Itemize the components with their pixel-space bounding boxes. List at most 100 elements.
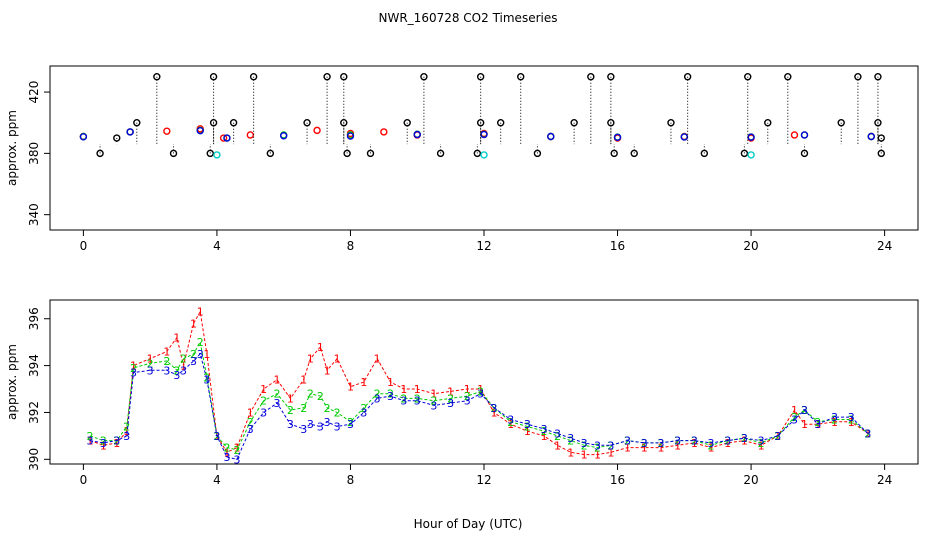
data-point bbox=[246, 131, 255, 139]
data-point: 3 bbox=[801, 404, 808, 417]
data-point: 3 bbox=[360, 406, 367, 419]
data-point: 2 bbox=[173, 364, 180, 377]
data-point: 2 bbox=[123, 421, 130, 434]
data-point bbox=[630, 149, 638, 158]
data-point bbox=[877, 134, 885, 142]
data-point: 2 bbox=[147, 357, 154, 370]
data-point: 3 bbox=[447, 397, 454, 410]
x-tick-label: 4 bbox=[213, 239, 221, 253]
data-point: 1 bbox=[507, 418, 514, 431]
data-point: 2 bbox=[554, 430, 561, 443]
data-point bbox=[313, 126, 321, 135]
data-point bbox=[249, 73, 258, 81]
data-point: 3 bbox=[324, 416, 331, 429]
data-point: 3 bbox=[223, 451, 230, 464]
data-point: 1 bbox=[414, 383, 421, 396]
data-point bbox=[79, 133, 88, 141]
data-point bbox=[206, 149, 214, 158]
data-point: 1 bbox=[203, 348, 210, 361]
data-point: 3 bbox=[430, 399, 437, 412]
data-point bbox=[764, 119, 772, 127]
data-point bbox=[683, 73, 692, 81]
data-point bbox=[874, 119, 882, 127]
data-point: 1 bbox=[477, 383, 484, 396]
data-point bbox=[533, 149, 542, 158]
data-point: 3 bbox=[541, 423, 548, 436]
x-axis-title: Hour of Day (UTC) bbox=[414, 517, 523, 531]
data-point: 1 bbox=[233, 442, 240, 455]
data-point: 2 bbox=[307, 388, 314, 401]
data-point: 3 bbox=[831, 411, 838, 424]
data-point: 3 bbox=[414, 395, 421, 408]
data-point: 3 bbox=[213, 430, 220, 443]
data-point: 3 bbox=[147, 364, 154, 377]
data-point: 1 bbox=[180, 360, 187, 373]
data-point bbox=[613, 133, 622, 141]
data-point: 3 bbox=[491, 402, 498, 415]
data-point: 3 bbox=[641, 437, 648, 450]
data-point: 3 bbox=[387, 390, 394, 403]
data-point: 3 bbox=[691, 435, 698, 448]
x-tick-label: 20 bbox=[743, 239, 758, 253]
x-tick-label: 8 bbox=[347, 473, 355, 487]
data-point: 3 bbox=[233, 453, 240, 466]
data-point: 3 bbox=[864, 428, 871, 441]
data-point: 1 bbox=[274, 374, 281, 387]
data-point: 3 bbox=[400, 395, 407, 408]
data-point: 1 bbox=[300, 374, 307, 387]
data-point bbox=[610, 149, 618, 158]
x-tick-label: 4 bbox=[213, 473, 221, 487]
data-point bbox=[667, 119, 675, 127]
data-point: 3 bbox=[674, 435, 681, 448]
data-point bbox=[420, 73, 428, 81]
data-point: 2 bbox=[324, 402, 331, 415]
data-point: 1 bbox=[831, 416, 838, 429]
data-point: 3 bbox=[113, 435, 120, 448]
data-point: 3 bbox=[180, 364, 187, 377]
data-point: 3 bbox=[197, 348, 204, 361]
y-tick-label: 396 bbox=[27, 307, 41, 330]
data-point bbox=[476, 73, 485, 81]
data-point: 2 bbox=[831, 413, 838, 426]
data-point bbox=[153, 73, 161, 81]
data-point: 3 bbox=[507, 413, 514, 426]
data-point bbox=[496, 119, 505, 127]
data-point bbox=[96, 149, 104, 158]
data-point: 2 bbox=[641, 437, 648, 450]
data-point: 2 bbox=[541, 425, 548, 438]
data-point bbox=[700, 149, 709, 158]
data-point: 3 bbox=[624, 435, 631, 448]
data-point: 2 bbox=[300, 402, 307, 415]
top-panel-frame bbox=[49, 65, 919, 231]
data-point: 1 bbox=[741, 435, 748, 448]
data-point bbox=[346, 132, 355, 140]
data-point bbox=[570, 119, 578, 127]
data-point: 1 bbox=[554, 439, 561, 452]
data-point: 1 bbox=[848, 416, 855, 429]
data-point bbox=[800, 149, 809, 158]
data-point: 2 bbox=[100, 435, 107, 448]
data-point bbox=[403, 119, 411, 127]
x-tick-label: 24 bbox=[877, 239, 892, 253]
data-point: 2 bbox=[400, 392, 407, 405]
data-point: 1 bbox=[624, 442, 631, 455]
data-point bbox=[303, 119, 311, 127]
data-point: 3 bbox=[203, 374, 210, 387]
data-point: 2 bbox=[130, 362, 137, 375]
data-point: 2 bbox=[758, 437, 765, 450]
data-point: 2 bbox=[774, 430, 781, 443]
data-point: 3 bbox=[848, 411, 855, 424]
x-tick-label: 16 bbox=[610, 239, 625, 253]
data-point: 1 bbox=[607, 446, 614, 459]
x-tick-label: 0 bbox=[80, 473, 88, 487]
data-point: 2 bbox=[360, 402, 367, 415]
data-point: 3 bbox=[774, 430, 781, 443]
data-point: 2 bbox=[791, 411, 798, 424]
data-point: 1 bbox=[581, 449, 588, 462]
bottom-panel: approx. ppm Hour of Day (UTC) 0 4 8 12 16 20 2… bbox=[5, 299, 919, 531]
data-point: 1 bbox=[173, 331, 180, 344]
data-point bbox=[473, 149, 482, 158]
